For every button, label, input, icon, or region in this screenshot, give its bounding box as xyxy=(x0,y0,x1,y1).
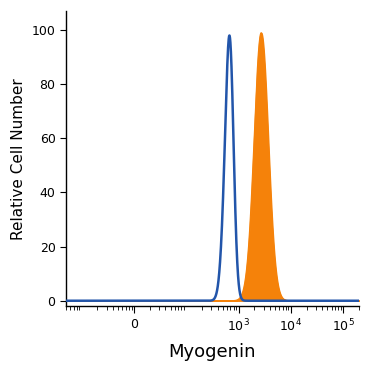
X-axis label: Myogenin: Myogenin xyxy=(169,343,256,361)
Y-axis label: Relative Cell Number: Relative Cell Number xyxy=(11,78,26,240)
